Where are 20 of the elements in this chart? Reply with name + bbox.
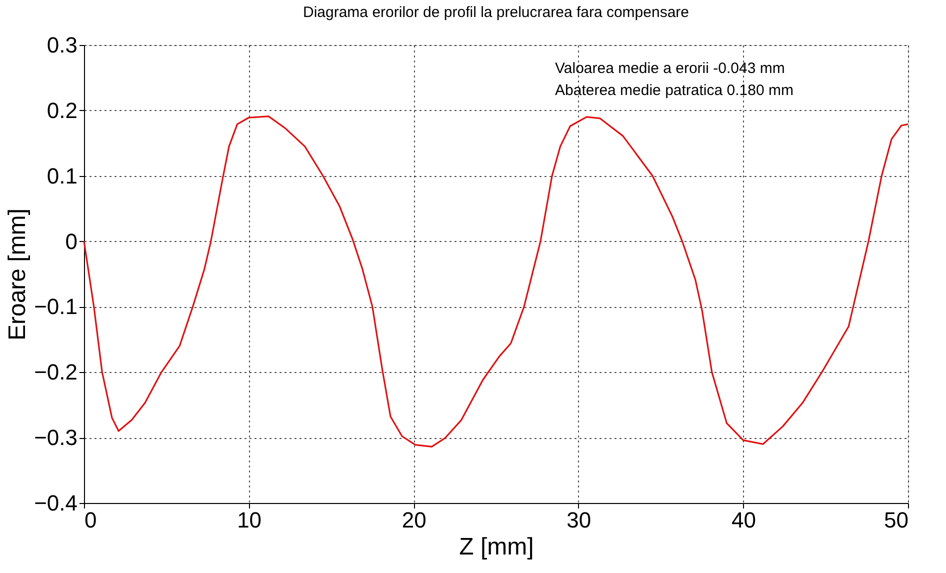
y-tick-label: −0.4	[34, 490, 78, 516]
annotation: Abaterea medie patratica 0.180 mm	[555, 82, 794, 99]
y-tick-label: −0.1	[34, 294, 78, 320]
x-tick-label: 40	[731, 508, 756, 532]
y-tick-label: −0.3	[34, 425, 78, 450]
y-tick-label: −0.2	[34, 360, 78, 385]
y-tick-label: 0.3	[46, 32, 78, 58]
x-tick-label: 10	[237, 508, 262, 532]
x-axis-title: Z [mm]	[459, 534, 534, 560]
x-tick-label: 0	[84, 508, 97, 532]
y-tick-label: 0.2	[46, 98, 78, 123]
x-tick-label: 30	[566, 508, 592, 532]
x-tick-label: 20	[402, 508, 426, 532]
y-axis-title: Eroare [mm]	[4, 208, 32, 341]
y-tick-label: 0	[65, 228, 78, 254]
y-tick-label: 0.1	[46, 163, 78, 188]
x-tick-label: 50	[884, 508, 908, 532]
line-series	[83, 116, 909, 448]
chart-title: Diagrama erorilor de profil la prelucrarea fara compensare	[302, 4, 690, 21]
annotation: Valoarea medie a erorii -0.043 mm	[555, 60, 785, 77]
